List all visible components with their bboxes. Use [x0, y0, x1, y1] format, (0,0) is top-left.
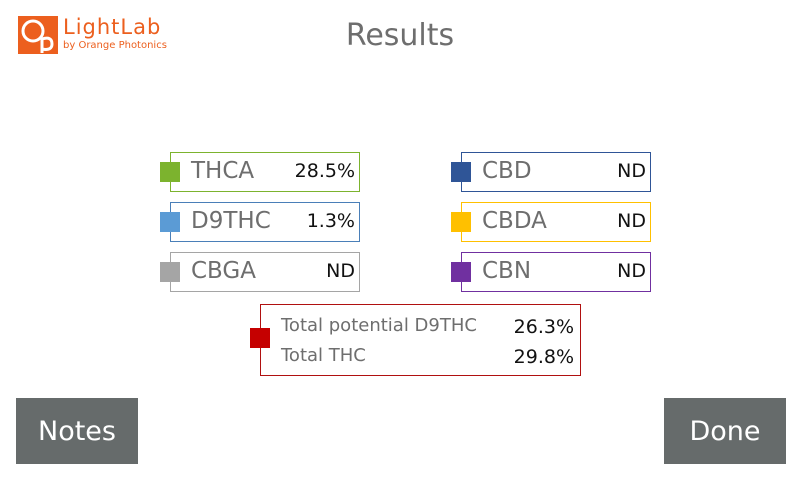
result-cbda-value: ND [617, 210, 646, 232]
totals-swatch [250, 328, 270, 348]
result-thca-name: THCA [191, 158, 255, 184]
result-cbd-name: CBD [482, 158, 532, 184]
result-cbga-value: ND [326, 260, 355, 282]
total-potential-d9thc-value: 26.3% [513, 316, 574, 338]
total-thc-value: 29.8% [513, 346, 574, 368]
result-thca-value: 28.5% [294, 160, 355, 182]
brand-name: LightLab [63, 15, 162, 39]
result-cbd-swatch [451, 162, 471, 182]
result-cbga: CBGA ND [160, 252, 361, 292]
result-thca-box: THCA 28.5% [170, 152, 360, 192]
result-cbn-name: CBN [482, 258, 532, 284]
total-thc-label: Total THC [281, 345, 366, 366]
result-cbga-name: CBGA [191, 258, 256, 284]
result-cbda: CBDA ND [451, 202, 652, 242]
total-thc-row: Total THC 29.8% [281, 345, 574, 371]
result-cbda-swatch [451, 212, 471, 232]
result-cbn-box: CBN ND [461, 252, 651, 292]
total-potential-d9thc-label: Total potential D9THC [281, 315, 477, 336]
result-cbn-value: ND [617, 260, 646, 282]
result-cbga-box: CBGA ND [170, 252, 360, 292]
result-cbn-swatch [451, 262, 471, 282]
totals-panel: Total potential D9THC 26.3% Total THC 29… [250, 304, 582, 376]
result-cbda-name: CBDA [482, 208, 547, 234]
result-cbn: CBN ND [451, 252, 652, 292]
result-cbd-box: CBD ND [461, 152, 651, 192]
result-d9thc-value: 1.3% [306, 210, 355, 232]
orange-photonics-logo-icon [18, 16, 58, 54]
result-cbd: CBD ND [451, 152, 652, 192]
brand-tagline: by Orange Photonics [63, 40, 167, 51]
total-potential-d9thc-row: Total potential D9THC 26.3% [281, 315, 574, 341]
page-title: Results [345, 18, 455, 53]
notes-button[interactable]: Notes [16, 398, 138, 464]
result-cbda-box: CBDA ND [461, 202, 651, 242]
result-thca: THCA 28.5% [160, 152, 361, 192]
result-cbga-swatch [160, 262, 180, 282]
result-d9thc: D9THC 1.3% [160, 202, 361, 242]
lightlab-logo: LightLab by Orange Photonics [18, 15, 178, 56]
done-button[interactable]: Done [664, 398, 786, 464]
result-d9thc-name: D9THC [191, 208, 271, 234]
result-d9thc-swatch [160, 212, 180, 232]
result-d9thc-box: D9THC 1.3% [170, 202, 360, 242]
result-cbd-value: ND [617, 160, 646, 182]
result-thca-swatch [160, 162, 180, 182]
totals-box: Total potential D9THC 26.3% Total THC 29… [260, 304, 581, 376]
